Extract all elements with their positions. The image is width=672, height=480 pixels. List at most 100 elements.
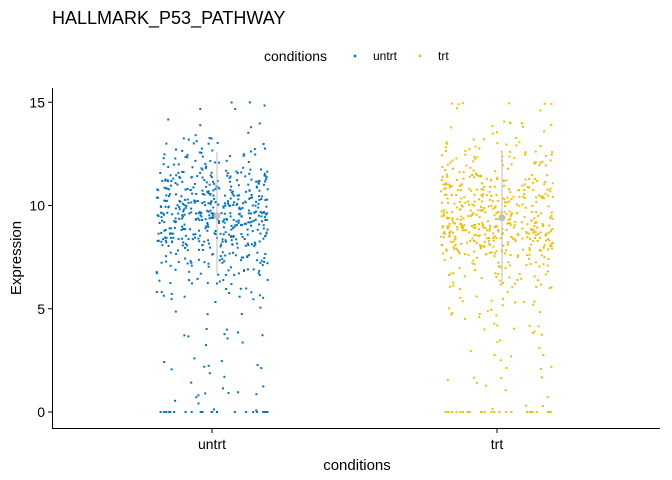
data-point	[443, 259, 446, 262]
data-point	[532, 228, 535, 231]
data-point	[468, 411, 471, 413]
data-point	[453, 247, 456, 250]
data-point	[499, 283, 502, 286]
data-point	[231, 243, 234, 246]
data-point	[496, 225, 499, 228]
data-point	[521, 227, 524, 230]
data-point	[207, 190, 210, 193]
legend-key-untrt	[353, 54, 357, 58]
data-point	[172, 177, 175, 180]
data-point	[264, 180, 267, 183]
data-point	[523, 193, 526, 196]
data-point	[249, 212, 252, 215]
data-point	[187, 335, 190, 338]
data-point	[536, 180, 539, 182]
data-point	[467, 253, 470, 256]
data-point	[490, 308, 493, 311]
data-point	[250, 243, 253, 246]
data-point	[463, 224, 466, 227]
data-point	[266, 170, 269, 173]
data-point	[212, 189, 215, 192]
data-point	[165, 236, 168, 239]
data-point	[232, 218, 235, 221]
data-point	[534, 261, 537, 264]
data-point	[157, 215, 160, 218]
data-point	[538, 347, 541, 350]
data-point	[496, 324, 499, 327]
data-point	[186, 154, 189, 157]
data-point	[543, 183, 546, 186]
data-point	[473, 176, 476, 179]
data-point	[200, 151, 203, 154]
data-point	[442, 183, 445, 186]
data-point	[494, 170, 497, 173]
data-point	[496, 176, 499, 179]
data-point	[157, 239, 160, 242]
data-point	[264, 178, 267, 181]
data-point	[445, 182, 447, 185]
data-point	[258, 179, 261, 182]
data-point	[237, 331, 239, 334]
data-point	[230, 228, 233, 231]
data-point	[481, 193, 484, 196]
data-point	[481, 209, 484, 212]
data-point	[473, 263, 476, 266]
data-point	[263, 147, 266, 150]
data-point	[259, 306, 262, 309]
data-point	[163, 229, 166, 232]
data-point	[459, 222, 462, 225]
data-point	[222, 226, 225, 229]
data-point	[184, 228, 187, 231]
data-point	[160, 206, 163, 209]
data-point	[551, 217, 554, 220]
data-point	[460, 183, 463, 186]
data-point	[190, 207, 193, 210]
data-point	[534, 230, 537, 233]
data-point	[250, 194, 253, 196]
data-point	[488, 190, 491, 193]
data-point	[183, 204, 186, 207]
data-point	[483, 207, 486, 209]
data-point	[238, 194, 241, 197]
data-point	[539, 249, 542, 252]
data-point	[539, 311, 542, 314]
data-point	[486, 220, 489, 223]
data-point	[190, 261, 193, 264]
data-point	[187, 238, 190, 241]
data-point	[550, 211, 553, 214]
data-point	[524, 153, 527, 156]
data-point	[551, 182, 554, 185]
data-point	[537, 214, 539, 217]
data-point	[483, 185, 486, 188]
data-point	[210, 171, 213, 174]
data-point	[492, 237, 495, 240]
data-point	[450, 194, 453, 196]
data-point	[169, 174, 172, 177]
data-point	[476, 188, 478, 191]
data-point	[207, 262, 210, 265]
data-point	[181, 170, 184, 173]
data-point	[204, 167, 207, 169]
data-point	[541, 197, 544, 200]
data-point	[442, 236, 445, 239]
data-point	[170, 368, 173, 371]
data-point	[228, 252, 231, 255]
data-point	[504, 389, 507, 392]
data-point	[165, 187, 167, 190]
data-point	[256, 364, 259, 366]
data-point	[182, 228, 185, 231]
data-point	[541, 160, 544, 163]
data-point	[513, 224, 516, 227]
data-point	[258, 189, 261, 192]
data-point	[502, 244, 505, 247]
data-point	[461, 102, 464, 105]
data-point	[225, 159, 228, 162]
data-point	[508, 210, 511, 213]
data-point	[538, 164, 541, 167]
data-point	[533, 161, 536, 164]
data-point	[215, 411, 218, 413]
data-point	[213, 232, 216, 235]
data-point	[532, 303, 535, 306]
data-point	[177, 260, 180, 263]
data-point	[496, 200, 499, 202]
